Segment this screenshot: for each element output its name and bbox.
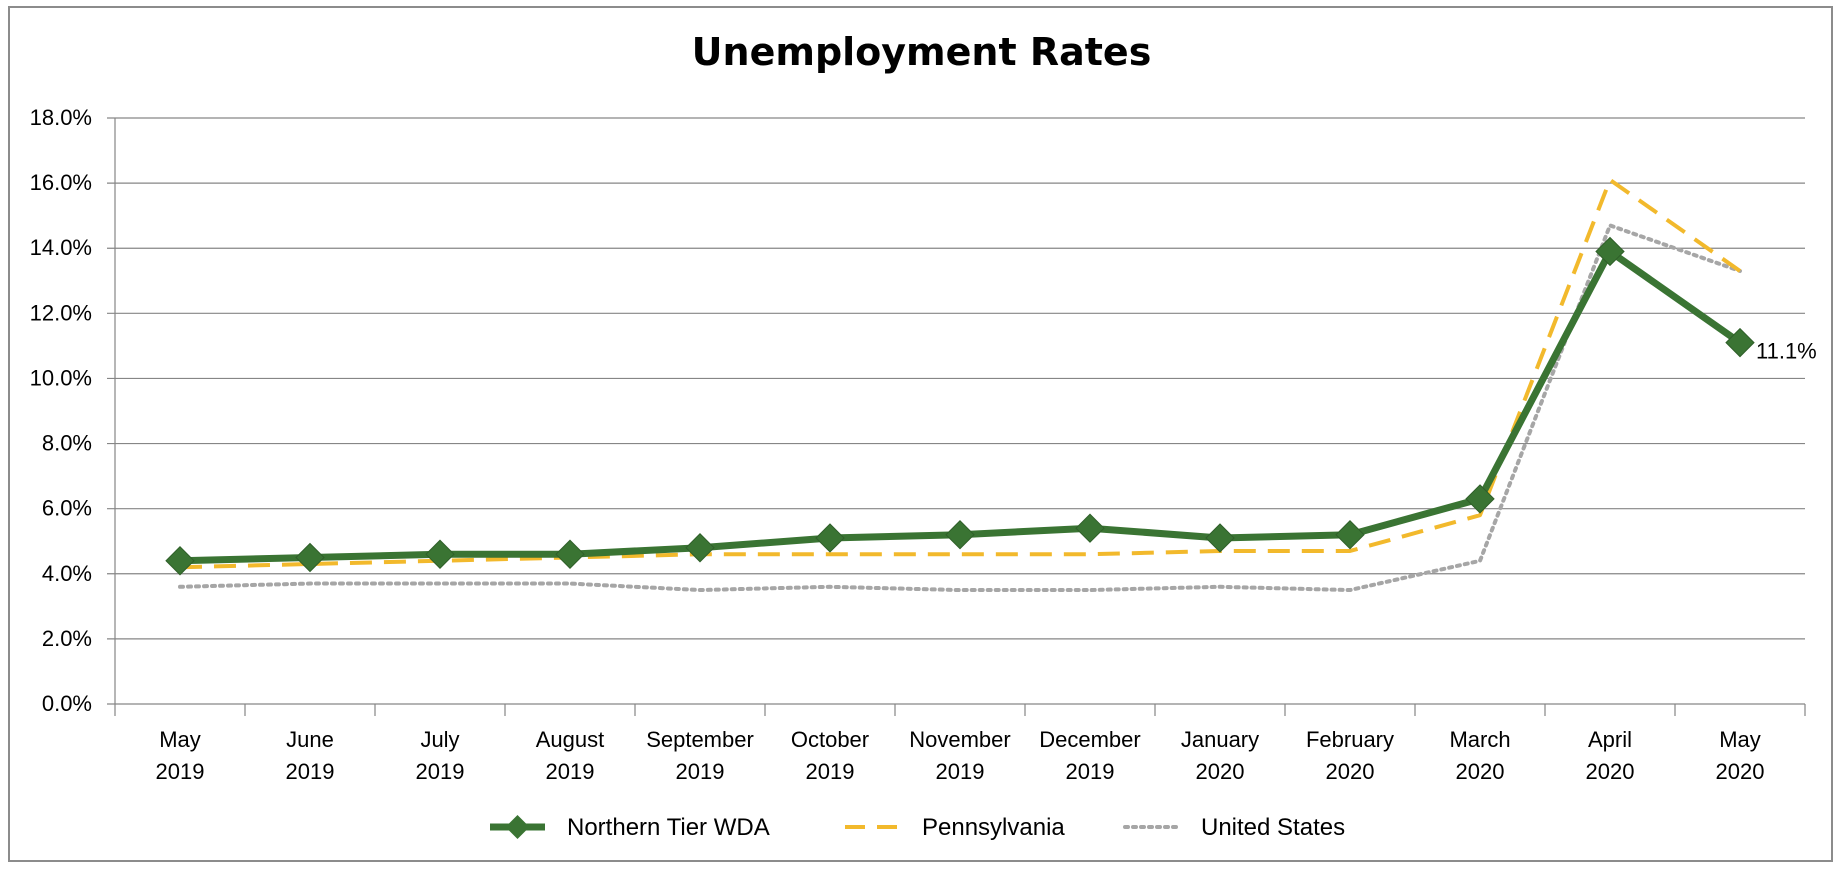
x-tick-label: March (1449, 727, 1510, 752)
y-tick-label: 6.0% (42, 496, 92, 521)
data-point-marker (165, 546, 195, 576)
x-tick-label: February (1306, 727, 1394, 752)
x-tick-label: 2020 (1586, 759, 1635, 784)
x-tick-label: 2020 (1456, 759, 1505, 784)
y-tick-label: 4.0% (42, 561, 92, 586)
x-tick-label: 2019 (936, 759, 985, 784)
series-line-pennsylvania (179, 177, 1742, 570)
x-tick-label: December (1039, 727, 1140, 752)
x-tick-label: April (1588, 727, 1632, 752)
data-point-marker (1335, 520, 1365, 550)
chart-title: Unemployment Rates (691, 30, 1152, 74)
data-point-marker (945, 520, 975, 550)
data-label: 11.1% (1756, 339, 1817, 364)
x-tick-label: January (1181, 727, 1259, 752)
series-line-united-states (178, 223, 1742, 593)
y-tick-label: 12.0% (30, 300, 92, 325)
x-tick-label: 2020 (1716, 759, 1765, 784)
y-tick-label: 0.0% (42, 691, 92, 716)
legend-label: United States (1201, 814, 1345, 841)
data-point-marker (1465, 484, 1495, 514)
legend-marker (505, 815, 530, 839)
data-point-marker (425, 539, 455, 569)
x-tick-label: June (286, 727, 334, 752)
legend-label: Pennsylvania (922, 814, 1065, 841)
x-tick-label: July (420, 727, 459, 752)
x-tick-label: October (791, 727, 869, 752)
x-tick-label: 2019 (1066, 759, 1115, 784)
data-point-marker (815, 523, 845, 553)
y-tick-label: 2.0% (42, 626, 92, 651)
x-tick-label: September (646, 727, 754, 752)
x-tick-label: May (159, 727, 201, 752)
y-tick-label: 14.0% (30, 235, 92, 260)
data-point-marker (1205, 523, 1235, 553)
data-point-marker (1595, 236, 1625, 267)
data-point-marker (685, 533, 715, 563)
series-line-northern-tier-wda (179, 247, 1743, 565)
y-tick-label: 8.0% (42, 431, 92, 456)
x-tick-label: 2019 (156, 759, 205, 784)
data-point-marker (1725, 327, 1755, 358)
y-tick-label: 10.0% (30, 365, 92, 390)
x-tick-label: 2019 (546, 759, 595, 784)
legend-label: Northern Tier WDA (567, 814, 770, 841)
y-tick-label: 16.0% (30, 170, 92, 195)
x-tick-label: 2020 (1196, 759, 1245, 784)
x-tick-label: 2019 (806, 759, 855, 784)
data-point-marker (555, 539, 585, 569)
x-tick-label: August (536, 727, 605, 752)
x-tick-label: November (909, 727, 1010, 752)
x-tick-label: 2019 (416, 759, 465, 784)
x-tick-label: 2020 (1326, 759, 1375, 784)
y-tick-label: 18.0% (30, 105, 92, 130)
data-point-marker (1075, 513, 1105, 543)
x-tick-label: May (1719, 727, 1761, 752)
x-tick-label: 2019 (676, 759, 725, 784)
x-tick-label: 2019 (286, 759, 335, 784)
data-point-marker (295, 542, 325, 573)
